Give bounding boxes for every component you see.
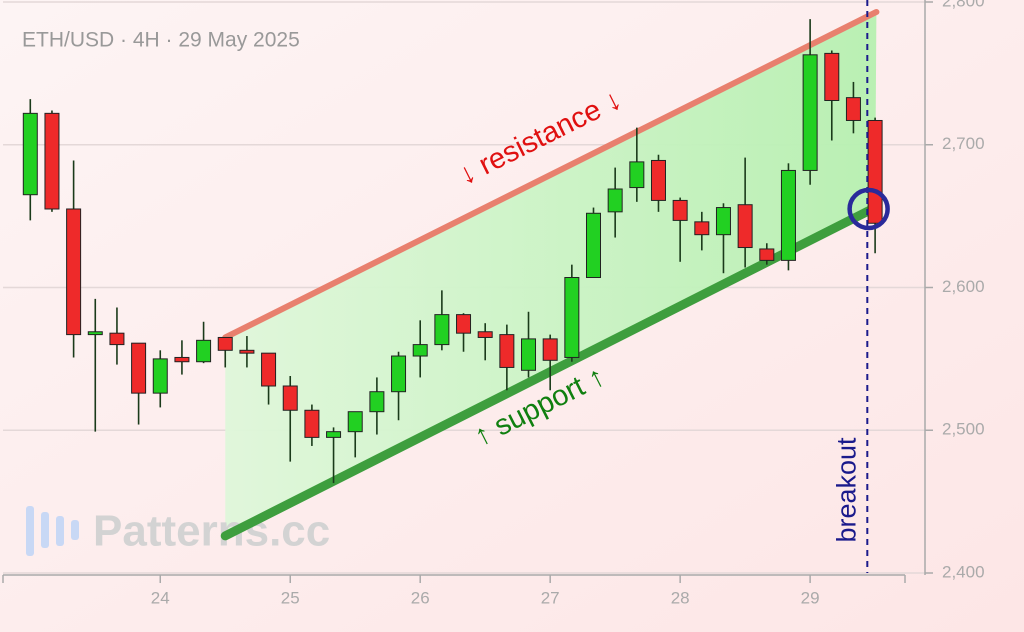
- x-tick-label: 27: [541, 588, 560, 607]
- candle-body: [434, 314, 450, 346]
- candle-body: [304, 409, 320, 438]
- candle-body: [347, 411, 363, 433]
- candle-body: [715, 207, 731, 236]
- channel-fill: [225, 11, 877, 536]
- candle-body: [629, 161, 645, 189]
- candle-body: [737, 204, 753, 249]
- candle-body: [585, 212, 601, 279]
- y-tick-label: 2,600: [942, 277, 985, 296]
- y-tick-label: 2,500: [942, 420, 985, 439]
- candle-body: [412, 344, 428, 357]
- candle-body: [87, 331, 103, 336]
- x-tick-label: 29: [801, 588, 820, 607]
- candle-body: [391, 355, 407, 393]
- candle-body: [802, 54, 818, 171]
- chart-title: ETH/USD · 4H · 29 May 2025: [22, 29, 300, 52]
- candle-body: [780, 169, 796, 261]
- watermark: Patterns.cc: [93, 507, 330, 556]
- candle-body: [650, 159, 666, 201]
- candle-body: [521, 338, 537, 371]
- candle-body: [694, 221, 710, 236]
- candle-body: [564, 277, 580, 358]
- candle-body: [607, 188, 623, 213]
- candle-body: [282, 385, 298, 411]
- candle-body: [196, 339, 212, 363]
- y-tick-label: 2,700: [942, 134, 985, 153]
- candle-body: [824, 52, 840, 101]
- candle-body: [845, 97, 861, 121]
- candle-body: [131, 342, 147, 394]
- x-tick-label: 28: [671, 588, 690, 607]
- candle-body: [326, 431, 342, 438]
- candle-body: [109, 332, 125, 346]
- breakout-label: breakout: [831, 437, 861, 543]
- x-tick-label: 24: [151, 588, 170, 607]
- candle-body: [477, 331, 493, 338]
- breakout-marker: [847, 187, 890, 231]
- candle-body: [499, 334, 515, 368]
- candle-body: [759, 248, 775, 261]
- resistance-line: [222, 8, 880, 341]
- candle-body: [456, 314, 472, 334]
- candle-body: [542, 338, 558, 361]
- y-tick-label: 2,800: [942, 0, 985, 10]
- candle-body: [369, 391, 385, 413]
- candle-body: [217, 336, 233, 351]
- candle-body: [867, 119, 883, 224]
- watermark-icon: [26, 506, 79, 556]
- candle-body: [44, 112, 60, 210]
- candle-body: [152, 358, 168, 394]
- candle-body: [239, 349, 255, 354]
- candle-body: [261, 352, 277, 387]
- x-tick-label: 26: [411, 588, 430, 607]
- y-tick-label: 2,400: [942, 562, 985, 581]
- candle-body: [66, 208, 82, 336]
- candle-body: [672, 199, 688, 221]
- candle-body: [22, 112, 38, 196]
- x-tick-label: 25: [281, 588, 300, 607]
- candle-body: [174, 356, 190, 363]
